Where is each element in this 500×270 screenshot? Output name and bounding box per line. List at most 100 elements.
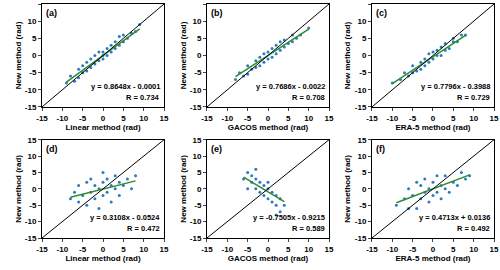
svg-text:5: 5 [286, 114, 291, 123]
svg-text:-10: -10 [190, 217, 202, 226]
svg-text:0: 0 [362, 185, 367, 194]
svg-text:-5: -5 [409, 114, 417, 123]
svg-text:New method (rad): New method (rad) [14, 21, 23, 89]
svg-text:-15: -15 [366, 245, 378, 254]
svg-text:-15: -15 [190, 234, 202, 243]
svg-text:5: 5 [197, 34, 202, 43]
svg-text:10: 10 [27, 152, 36, 161]
svg-text:-5: -5 [29, 201, 37, 210]
svg-text:-10: -10 [25, 217, 37, 226]
svg-text:0: 0 [32, 51, 37, 60]
svg-text:15: 15 [490, 114, 499, 123]
svg-text:5: 5 [32, 168, 37, 177]
svg-text:10: 10 [27, 17, 36, 26]
svg-text:-5: -5 [79, 114, 87, 123]
svg-text:15: 15 [192, 136, 201, 145]
svg-text:15: 15 [160, 245, 169, 254]
svg-text:-10: -10 [190, 86, 202, 95]
svg-text:R = 0.589: R = 0.589 [292, 224, 325, 233]
svg-text:-5: -5 [194, 201, 202, 210]
svg-text:0: 0 [197, 185, 202, 194]
svg-text:10: 10 [469, 114, 478, 123]
svg-text:New method (rad): New method (rad) [179, 21, 188, 89]
svg-text:-5: -5 [244, 245, 252, 254]
svg-text:15: 15 [357, 136, 366, 145]
svg-text:-10: -10 [387, 114, 399, 123]
svg-text:GACOS method (rad): GACOS method (rad) [228, 123, 309, 132]
svg-text:0: 0 [32, 185, 37, 194]
svg-text:y = 0.4713x + 0.0136: y = 0.4713x + 0.0136 [419, 213, 490, 222]
svg-text:10: 10 [469, 245, 478, 254]
svg-text:-10: -10 [222, 114, 234, 123]
svg-text:-15: -15 [355, 234, 367, 243]
svg-text:(e): (e) [211, 144, 222, 154]
svg-text:y = 0.7686x - 0.0022: y = 0.7686x - 0.0022 [256, 82, 325, 91]
svg-text:-5: -5 [29, 68, 37, 77]
svg-text:5: 5 [121, 245, 126, 254]
svg-text:(a): (a) [46, 8, 57, 18]
svg-text:-5: -5 [244, 114, 252, 123]
svg-text:-5: -5 [79, 245, 87, 254]
svg-text:-10: -10 [387, 245, 399, 254]
svg-text:-15: -15 [36, 245, 48, 254]
svg-text:10: 10 [357, 152, 366, 161]
svg-text:-15: -15 [25, 103, 37, 112]
svg-text:5: 5 [362, 34, 367, 43]
svg-text:10: 10 [192, 17, 201, 26]
svg-text:-10: -10 [25, 86, 37, 95]
svg-text:10: 10 [139, 245, 148, 254]
svg-text:0: 0 [101, 245, 106, 254]
svg-text:New method (rad): New method (rad) [343, 21, 352, 89]
svg-text:-5: -5 [409, 245, 417, 254]
svg-text:(c): (c) [376, 8, 387, 18]
svg-text:(b): (b) [211, 8, 223, 18]
svg-text:R = 0.734: R = 0.734 [126, 93, 160, 102]
svg-text:ERA-5 method (rad): ERA-5 method (rad) [395, 123, 470, 132]
svg-text:New method (rad): New method (rad) [14, 155, 23, 223]
svg-text:5: 5 [32, 34, 37, 43]
svg-text:5: 5 [121, 114, 126, 123]
svg-text:0: 0 [431, 114, 436, 123]
svg-text:10: 10 [357, 17, 366, 26]
svg-text:5: 5 [197, 168, 202, 177]
svg-text:10: 10 [304, 245, 313, 254]
svg-text:15: 15 [325, 245, 334, 254]
svg-text:-10: -10 [57, 114, 69, 123]
svg-text:R = 0.472: R = 0.472 [127, 224, 160, 233]
svg-text:-10: -10 [355, 217, 367, 226]
svg-text:Linear method (rad): Linear method (rad) [65, 123, 140, 132]
svg-text:5: 5 [451, 114, 456, 123]
svg-text:15: 15 [27, 136, 36, 145]
svg-text:15: 15 [325, 114, 334, 123]
svg-text:-15: -15 [355, 103, 367, 112]
svg-text:-15: -15 [201, 245, 213, 254]
svg-text:Linear method (rad): Linear method (rad) [65, 254, 140, 263]
svg-text:y = -0.7505x - 0.9215: y = -0.7505x - 0.9215 [253, 213, 325, 222]
svg-text:New method (rad): New method (rad) [179, 155, 188, 223]
svg-text:-5: -5 [359, 68, 367, 77]
svg-text:R = 0.708: R = 0.708 [292, 93, 325, 102]
svg-text:y = 0.7796x - 0.3988: y = 0.7796x - 0.3988 [421, 82, 490, 91]
svg-text:5: 5 [362, 168, 367, 177]
svg-text:(f): (f) [376, 144, 385, 154]
svg-text:R = 0.492: R = 0.492 [457, 224, 490, 233]
svg-text:15: 15 [490, 245, 499, 254]
svg-text:New method (rad): New method (rad) [343, 155, 352, 223]
svg-text:-5: -5 [359, 201, 367, 210]
svg-text:10: 10 [139, 114, 148, 123]
svg-text:ERA-5 method (rad): ERA-5 method (rad) [395, 254, 470, 263]
svg-text:15: 15 [160, 114, 169, 123]
svg-text:0: 0 [266, 245, 271, 254]
svg-text:5: 5 [286, 245, 291, 254]
svg-text:-5: -5 [194, 68, 202, 77]
svg-text:GACOS method (rad): GACOS method (rad) [228, 254, 309, 263]
svg-text:-15: -15 [366, 114, 378, 123]
svg-text:-15: -15 [201, 114, 213, 123]
svg-text:-15: -15 [36, 114, 48, 123]
svg-text:0: 0 [431, 245, 436, 254]
svg-text:y = 0.3108x - 0.0524: y = 0.3108x - 0.0524 [90, 213, 160, 222]
svg-text:-10: -10 [57, 245, 69, 254]
svg-text:-15: -15 [25, 234, 37, 243]
svg-text:5: 5 [451, 245, 456, 254]
svg-text:10: 10 [192, 152, 201, 161]
